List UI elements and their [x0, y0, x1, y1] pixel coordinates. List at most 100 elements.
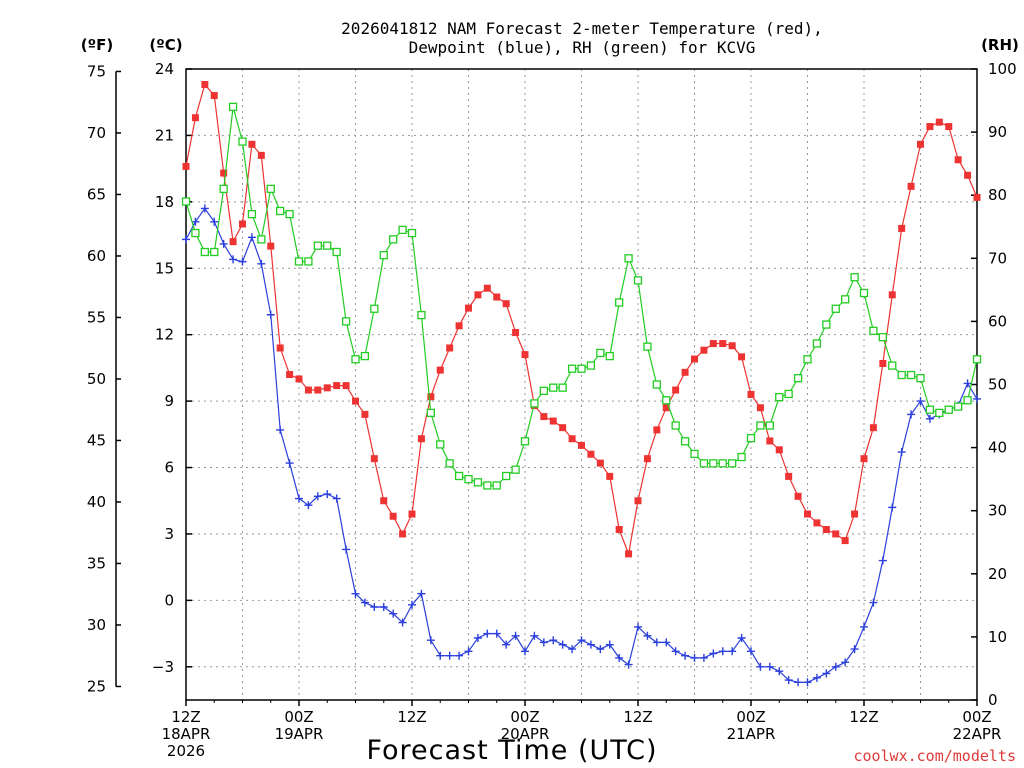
temperature-point — [879, 359, 887, 367]
rh-point — [210, 247, 219, 257]
dewpoint-point — [822, 669, 831, 678]
celsius-tick-label: 21 — [155, 126, 174, 144]
temperature-point — [738, 353, 746, 361]
rh-point — [492, 481, 501, 490]
rh-point — [454, 471, 464, 481]
dewpoint-point — [313, 492, 322, 501]
dewpoint-point — [219, 239, 228, 248]
x-tick-label: 00Z — [962, 708, 991, 726]
temperature-point — [333, 382, 341, 390]
source-credit: coolwx.com/modelts — [853, 747, 1016, 765]
rh-point — [219, 184, 228, 194]
temperature-point — [352, 397, 359, 405]
dewpoint-point — [756, 662, 765, 671]
rh-point — [822, 320, 831, 329]
temperature-point — [869, 424, 877, 432]
temperature-point — [596, 459, 604, 467]
rh-point — [737, 452, 746, 462]
temperature-point — [625, 550, 633, 558]
temperature-point — [804, 510, 811, 518]
fahrenheit-tick-label: 60 — [87, 247, 106, 265]
dewpoint-point — [586, 640, 595, 649]
temperature-point — [691, 355, 698, 363]
temperature-point — [521, 351, 529, 359]
rh-point — [925, 405, 935, 414]
dewpoint-point — [681, 651, 690, 660]
temperature-point — [239, 220, 246, 228]
dewpoint-point — [765, 662, 774, 671]
dewpoint-point — [925, 414, 934, 423]
temperature-point — [417, 435, 425, 443]
x-tick-label: 12Z — [623, 708, 652, 726]
celsius-tick-label: −3 — [152, 658, 174, 676]
temperature-point — [653, 426, 661, 434]
temperature-point — [436, 366, 444, 374]
dewpoint-point — [784, 676, 793, 685]
rh-tick-label: 10 — [988, 628, 1007, 646]
dewpoint-point — [888, 503, 897, 512]
rh-point — [586, 361, 596, 370]
rh-tick-label: 40 — [988, 439, 1007, 457]
temperature-point — [926, 123, 934, 131]
temperature-point — [822, 526, 830, 534]
temperature-point — [719, 340, 727, 348]
x-tick-label: 12Z — [849, 708, 878, 726]
rh-point — [793, 374, 803, 383]
rh-point — [407, 228, 417, 238]
temperature-point — [756, 404, 764, 412]
temperature-point — [446, 344, 454, 352]
rh-point — [558, 383, 567, 392]
rh-point — [445, 459, 454, 468]
celsius-tick-label: 24 — [155, 60, 174, 78]
dewpoint-point — [634, 622, 642, 631]
rh-point — [662, 396, 671, 405]
dewpoint-point — [492, 629, 501, 638]
dewpoint-point — [897, 448, 906, 457]
dewpoint-point — [652, 638, 661, 647]
rh-point — [812, 339, 822, 348]
temperature-point — [954, 156, 962, 164]
rh-point — [577, 364, 586, 373]
rh-tick-label: 60 — [988, 312, 1007, 330]
temperature-point — [408, 510, 416, 518]
dewpoint-point — [342, 545, 351, 554]
temperature-point — [201, 80, 209, 88]
dewpoint-point — [521, 647, 529, 656]
temperature-point — [917, 140, 924, 148]
temperature-point — [775, 446, 783, 454]
temperature-point — [540, 413, 548, 421]
rh-point — [803, 355, 812, 364]
dewpoint-point — [671, 647, 680, 656]
temperature-point — [559, 424, 567, 432]
fahrenheit-unit-label: (ºF) — [81, 36, 113, 54]
rh-point — [756, 421, 765, 430]
temperature-point — [662, 404, 670, 412]
rh-point — [878, 333, 887, 342]
dewpoint-point — [323, 490, 332, 499]
dewpoint-point — [963, 379, 972, 388]
temperature-point — [785, 472, 793, 480]
x-tick-label: 12Z — [171, 708, 200, 726]
rh-point — [332, 247, 341, 257]
temperature-point — [672, 386, 680, 394]
rh-point — [888, 361, 897, 370]
x-tick-label: 00Z — [736, 708, 765, 726]
x-tick-label: 22APR — [953, 725, 1002, 743]
rh-point — [191, 228, 200, 238]
rh-point — [351, 355, 360, 364]
temperature-point — [370, 455, 378, 463]
dewpoint-point — [417, 589, 426, 598]
x-tick-label: 20APR — [501, 725, 550, 743]
temperature-point — [323, 384, 331, 392]
temperature-point — [502, 300, 510, 308]
rh-point — [285, 209, 294, 219]
fahrenheit-tick-label: 35 — [87, 554, 106, 572]
rh-point — [859, 288, 869, 298]
rh-point — [699, 459, 709, 468]
dewpoint-point — [794, 678, 803, 687]
rh-point — [257, 235, 266, 244]
rh-point — [389, 235, 398, 244]
rh-point — [520, 437, 530, 446]
rh-point — [916, 374, 925, 383]
dewpoint-point — [869, 598, 878, 607]
